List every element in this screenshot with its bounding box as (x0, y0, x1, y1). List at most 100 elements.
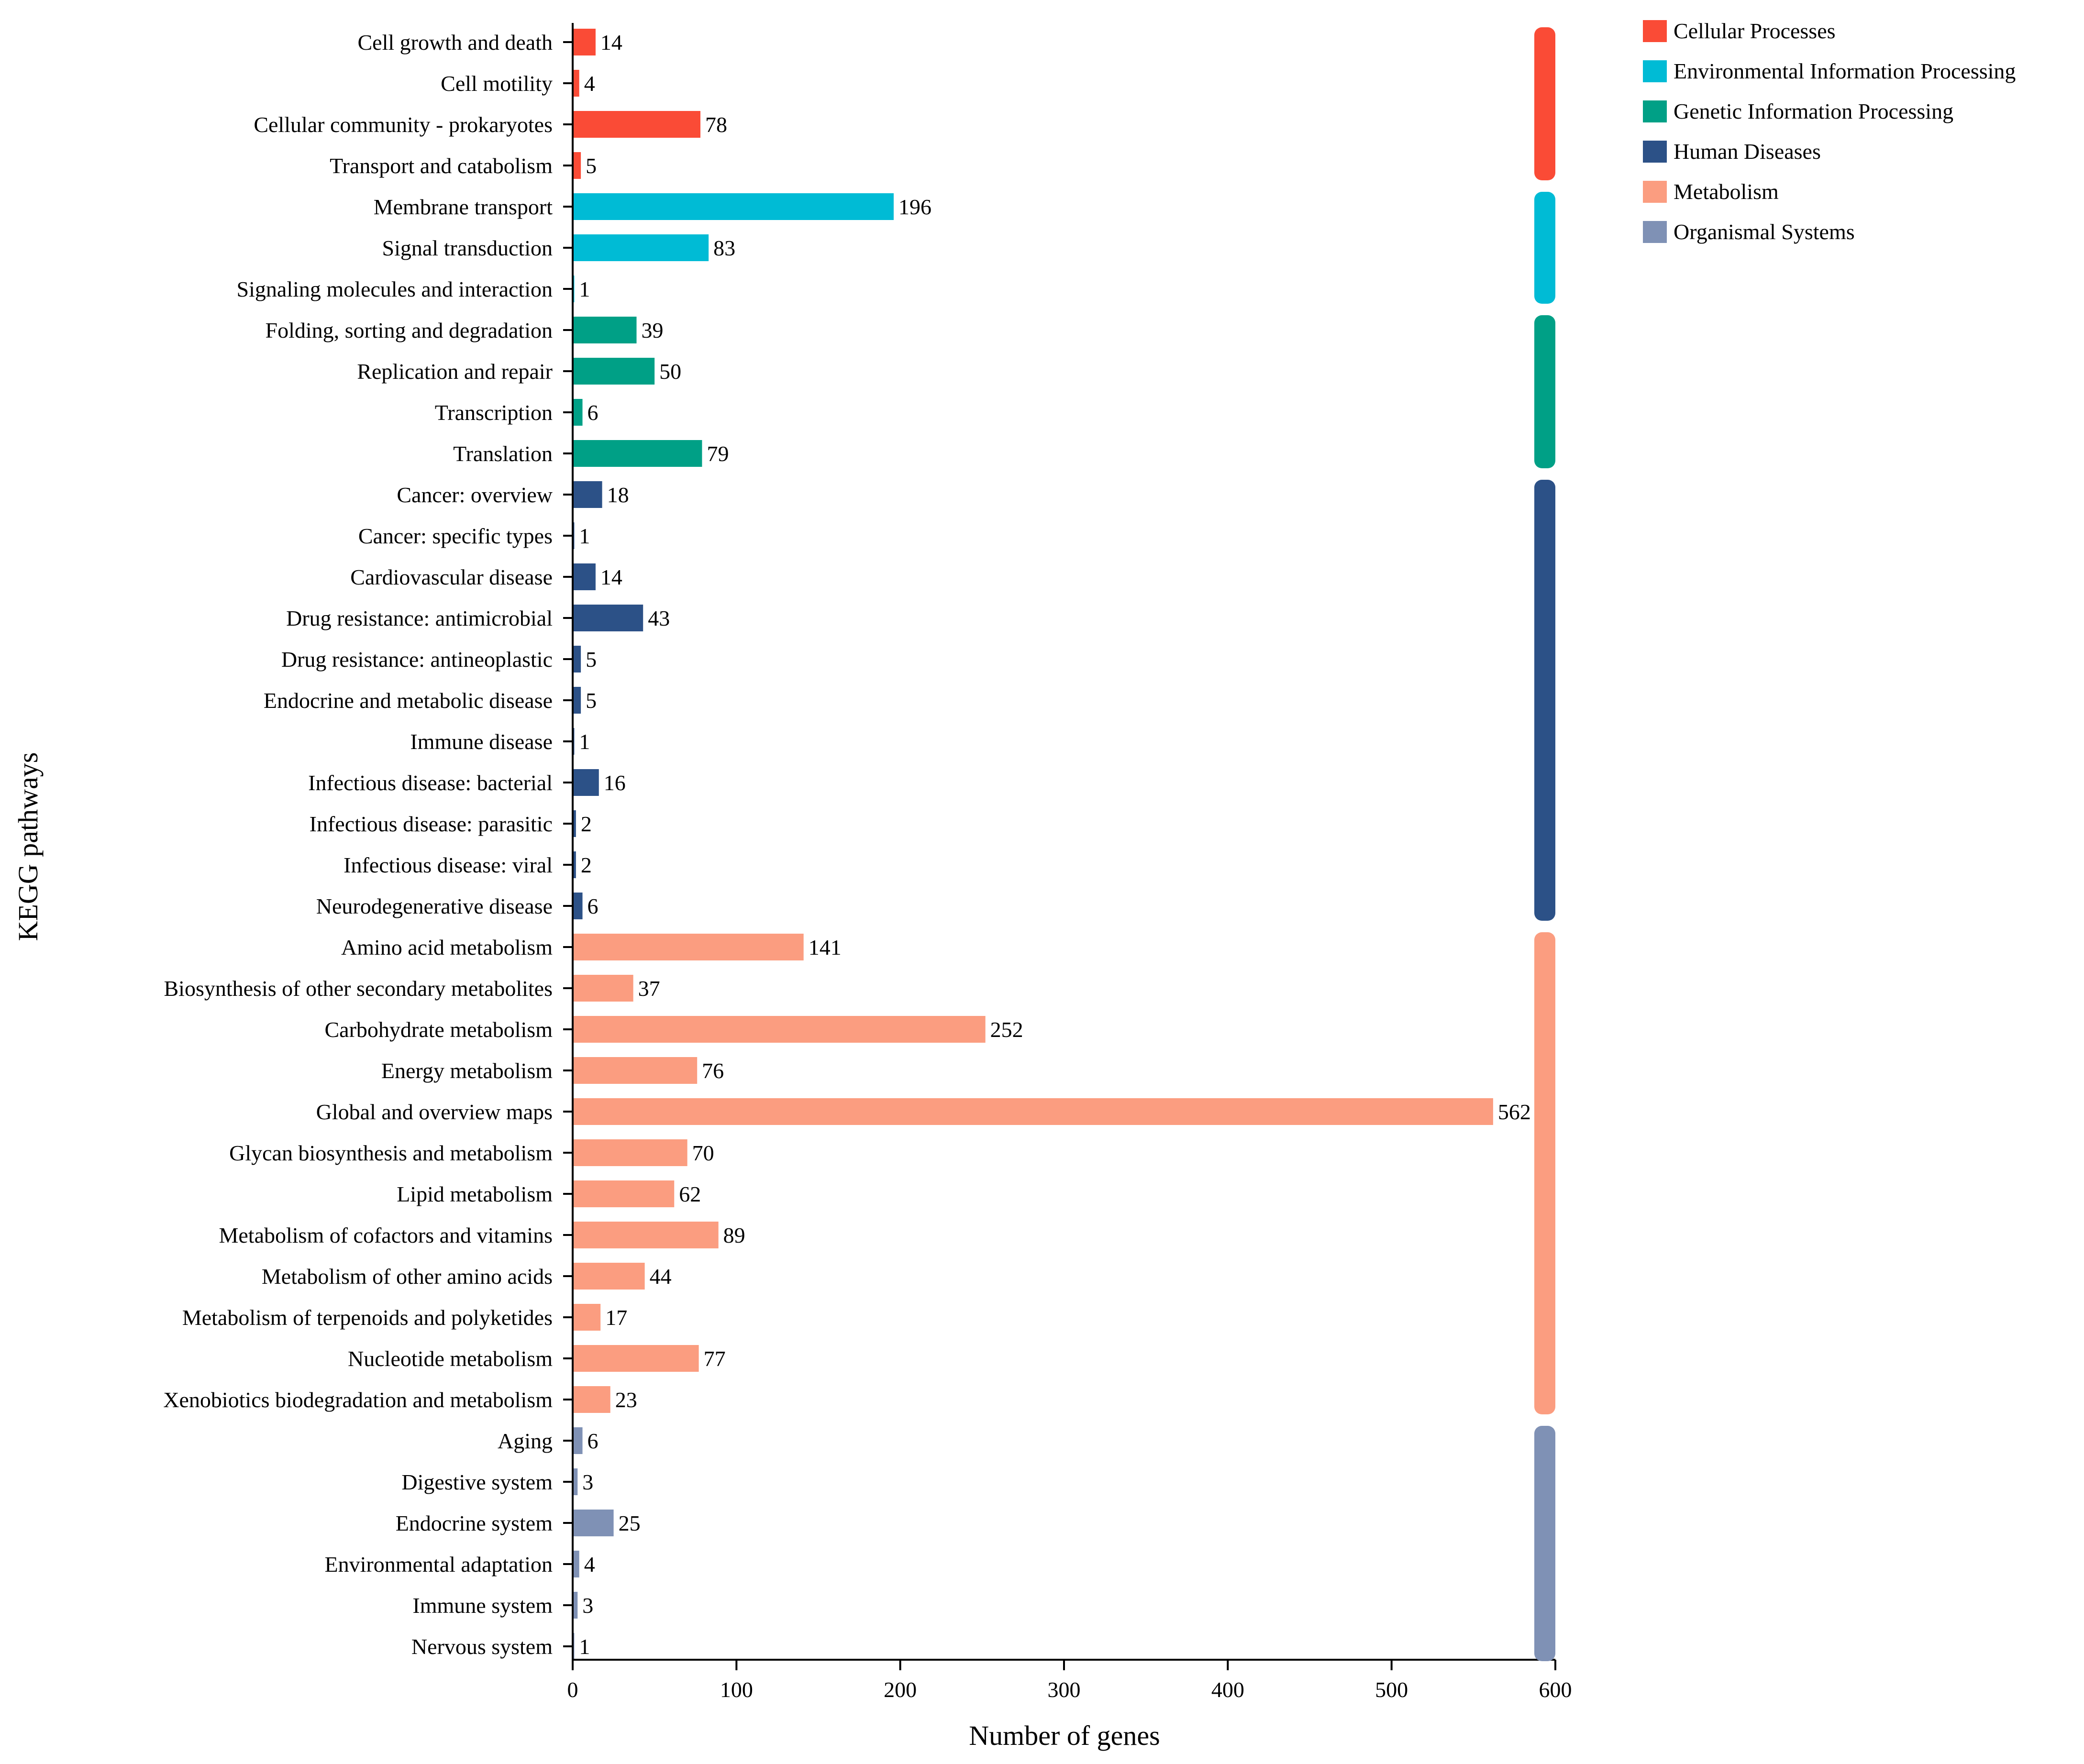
x-tick-label: 100 (720, 1677, 753, 1702)
category-label: Nervous system (411, 1634, 553, 1659)
value-label: 39 (642, 318, 664, 342)
value-label: 1 (579, 524, 590, 548)
bar (573, 563, 596, 590)
x-tick-label: 0 (567, 1677, 578, 1702)
bar (573, 193, 894, 220)
value-label: 78 (705, 112, 727, 137)
value-label: 141 (809, 935, 842, 959)
value-label: 25 (619, 1511, 641, 1535)
legend-swatch (1643, 141, 1667, 163)
x-tick-label: 500 (1375, 1677, 1408, 1702)
value-label: 3 (582, 1470, 593, 1494)
value-label: 1 (579, 729, 590, 754)
category-label: Endocrine and metabolic disease (264, 688, 553, 713)
category-label: Metabolism of other amino acids (262, 1264, 553, 1289)
value-label: 89 (723, 1223, 745, 1247)
bar (573, 975, 633, 1002)
bar (573, 1180, 675, 1207)
value-label: 50 (659, 359, 681, 384)
category-labels: Cell growth and death Cell motility Cellul… (163, 30, 553, 1659)
bar (573, 1139, 687, 1166)
category-label: Digestive system (401, 1470, 553, 1494)
value-label: 6 (588, 400, 599, 425)
value-label: 17 (605, 1305, 627, 1330)
bar (573, 1263, 645, 1290)
bar (573, 1345, 699, 1372)
category-label: Drug resistance: antineoplastic (281, 647, 553, 672)
value-label: 2 (581, 853, 592, 877)
legend-swatch (1643, 20, 1667, 42)
category-label: Replication and repair (357, 359, 553, 384)
category-label: Infectious disease: viral (344, 853, 553, 877)
value-label: 4 (584, 1552, 595, 1577)
category-label: Neurodegenerative disease (316, 894, 553, 918)
category-label: Infectious disease: bacterial (308, 771, 553, 795)
axes: 0 100 200 300 400 500 600 (563, 23, 1572, 1702)
value-label: 6 (588, 894, 599, 918)
value-label: 16 (604, 771, 626, 795)
bar (573, 851, 576, 878)
group-strip (1534, 27, 1555, 180)
bar (573, 810, 576, 837)
category-label: Translation (453, 441, 553, 466)
bar (573, 893, 583, 919)
category-label: Cardiovascular disease (350, 565, 553, 589)
category-label: Signaling molecules and interaction (237, 277, 553, 301)
legend-swatch (1643, 60, 1667, 82)
bar (573, 234, 709, 261)
bar (573, 1304, 601, 1331)
value-label: 77 (704, 1346, 726, 1371)
x-tick-label: 400 (1211, 1677, 1244, 1702)
category-label: Immune system (412, 1593, 553, 1618)
value-label: 62 (679, 1182, 701, 1206)
value-label: 5 (586, 647, 597, 672)
bar (573, 1427, 583, 1454)
value-label: 562 (1498, 1100, 1531, 1124)
legend-label: Genetic Information Processing (1674, 99, 1953, 123)
x-axis-title: Number of genes (969, 1720, 1160, 1751)
legend-swatch (1643, 221, 1667, 243)
category-label: Membrane transport (374, 195, 553, 219)
value-label: 1 (579, 277, 590, 301)
bar (573, 70, 579, 97)
category-label: Cancer: overview (397, 483, 553, 507)
bar (573, 1468, 578, 1495)
legend-swatch (1643, 100, 1667, 122)
value-label: 14 (600, 565, 622, 589)
category-label: Endocrine system (396, 1511, 553, 1535)
category-label: Cancer: specific types (358, 524, 553, 548)
x-tick-label: 600 (1539, 1677, 1572, 1702)
x-tick-label: 200 (884, 1677, 917, 1702)
value-label: 252 (990, 1017, 1023, 1042)
value-label: 5 (586, 688, 597, 713)
value-label: 1 (579, 1634, 590, 1659)
category-label: Energy metabolism (381, 1058, 553, 1083)
legend-label: Metabolism (1674, 179, 1779, 204)
value-label: 196 (898, 195, 931, 219)
bar (573, 111, 701, 138)
value-labels: 1447851968313950679181144355116226141372… (579, 30, 1530, 1659)
bar (573, 399, 583, 426)
bar (573, 440, 702, 467)
group-strip (1534, 192, 1555, 304)
category-label: Glycan biosynthesis and metabolism (229, 1141, 553, 1165)
bar (573, 1016, 986, 1043)
value-label: 43 (648, 606, 670, 630)
value-label: 79 (707, 441, 729, 466)
value-label: 70 (692, 1141, 714, 1165)
legend-label: Environmental Information Processing (1674, 59, 2016, 83)
group-strip (1534, 932, 1555, 1414)
bar (573, 605, 643, 631)
category-label: Immune disease (410, 729, 553, 754)
bar (573, 1386, 610, 1413)
legend-label: Human Diseases (1674, 139, 1821, 164)
value-label: 4 (584, 71, 595, 96)
category-label: Infectious disease: parasitic (310, 812, 553, 836)
bar (573, 1057, 698, 1084)
bar (573, 1551, 579, 1577)
value-label: 6 (588, 1429, 599, 1453)
value-label: 18 (607, 483, 629, 507)
legend-label: Organismal Systems (1674, 220, 1855, 244)
bars (573, 29, 1493, 1660)
